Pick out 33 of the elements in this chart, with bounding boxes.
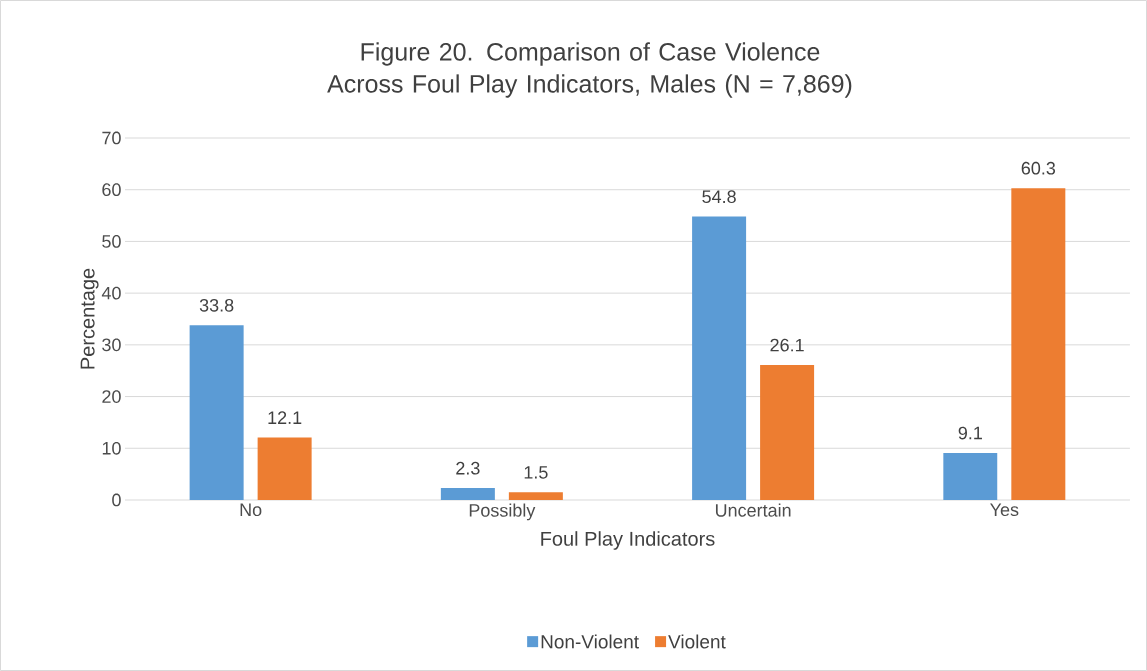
y-tick-label: 0 (112, 493, 121, 507)
bar (440, 488, 495, 500)
y-axis-title: Percentage (80, 268, 99, 369)
data-label: 26.1 (770, 338, 804, 352)
data-label: 60.3 (1021, 161, 1056, 175)
bar (189, 325, 244, 500)
bar (508, 492, 563, 500)
bar (692, 216, 747, 500)
data-label: 1.5 (524, 466, 548, 479)
y-tick-label: 50 (102, 235, 121, 248)
data-label: 12.1 (268, 411, 302, 424)
x-axis-title: Foul Play Indicators (541, 531, 715, 550)
data-label: 54.8 (702, 190, 736, 204)
x-tick-label: Yes (990, 503, 1019, 517)
y-tick-label: 10 (102, 441, 121, 455)
legend-label: Violent (668, 634, 726, 649)
x-tick-label: Possibly (469, 503, 536, 521)
bar (1011, 188, 1066, 500)
y-tick-label: 30 (102, 338, 121, 352)
data-label: 33.8 (199, 298, 234, 312)
bar (943, 452, 998, 500)
x-tick-label: No (240, 503, 262, 517)
x-tick-label: Uncertain (715, 503, 791, 517)
data-label: 9.1 (958, 426, 982, 440)
y-tick-label: 20 (102, 390, 121, 403)
data-label: 2.3 (456, 461, 480, 475)
chart-title: Figure 20. Comparison of Case Violence Across Foul Play Indicators, Males (N = 7,869) (327, 42, 852, 98)
y-tick-label: 60 (102, 183, 121, 197)
bar (760, 365, 815, 500)
y-tick-label: 40 (101, 286, 121, 300)
legend-label: Non-Violent (541, 634, 639, 649)
bar (257, 437, 312, 500)
y-tick-label: 70 (102, 131, 121, 145)
